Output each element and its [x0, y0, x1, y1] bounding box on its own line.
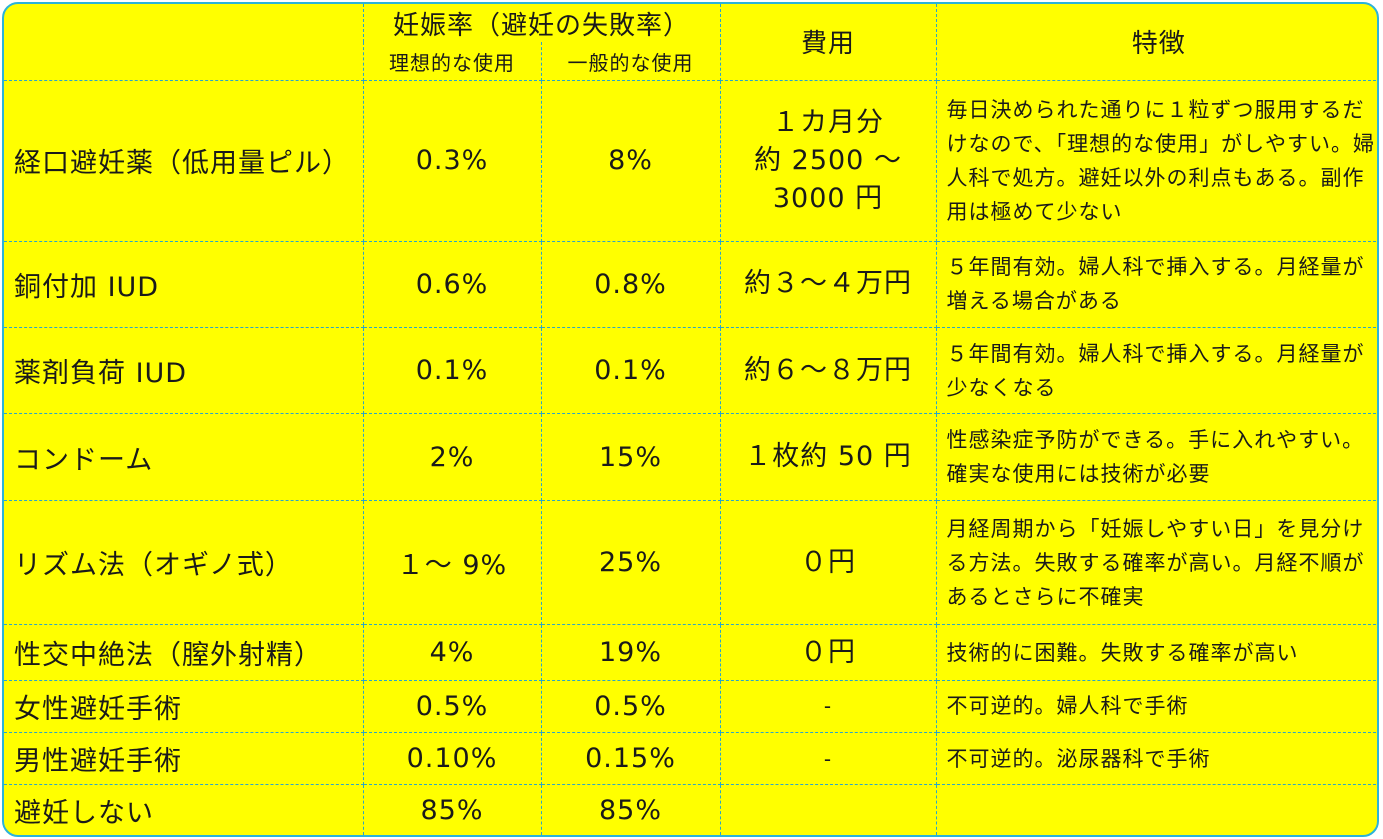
features-text: 技術的に困難。失敗する確率が高い	[935, 624, 1377, 681]
typical-use-rate: 19%	[540, 624, 721, 681]
table-row: 男性避妊手術 0.10% 0.15% - 不可逆的。泌尿器科で手術	[4, 731, 1377, 786]
features-text: 月経周期から「妊娠しやすい日」を見分ける方法。失敗する確率が高い。月経不順がある…	[935, 499, 1377, 626]
ideal-use-rate: 85%	[362, 784, 542, 835]
method-name: 男性避妊手術	[4, 731, 364, 786]
ideal-use-rate: 0.6%	[362, 240, 542, 329]
table-row: リズム法（オギノ式） １〜 9% 25% ０円 月経周期から「妊娠しやすい日」を…	[4, 499, 1377, 626]
method-name: 性交中絶法（膣外射精）	[4, 624, 364, 681]
cost-value: ０円	[719, 499, 937, 626]
table-row: 避妊しない 85% 85%	[4, 784, 1377, 835]
ideal-use-rate: 0.1%	[362, 327, 542, 415]
table-row: 銅付加 IUD 0.6% 0.8% 約３〜４万円 ５年間有効。婦人科で挿入する。…	[4, 240, 1377, 329]
features-text	[935, 784, 1377, 835]
method-name: 銅付加 IUD	[4, 240, 364, 329]
features-text: 不可逆的。泌尿器科で手術	[935, 731, 1377, 786]
header-cost: 費用	[719, 4, 937, 81]
typical-use-rate: 25%	[540, 499, 721, 626]
features-text: ５年間有効。婦人科で挿入する。月経量が少なくなる	[935, 327, 1377, 415]
header-features: 特徴	[935, 4, 1377, 81]
header-method-cell	[4, 4, 364, 81]
method-name: 女性避妊手術	[4, 679, 364, 733]
header-typical-use: 一般的な使用	[540, 42, 721, 81]
typical-use-rate: 0.8%	[540, 240, 721, 329]
header-pregnancy-rate: 妊娠率（避妊の失敗率）	[362, 4, 721, 43]
table-row: 経口避妊薬（低用量ピル） 0.3% 8% １カ月分 約 2500 〜 3000 …	[4, 79, 1377, 242]
features-text: ５年間有効。婦人科で挿入する。月経量が増える場合がある	[935, 240, 1377, 329]
header-ideal-use: 理想的な使用	[363, 42, 542, 81]
method-name: 薬剤負荷 IUD	[4, 327, 364, 415]
typical-use-rate: 85%	[540, 784, 721, 835]
ideal-use-rate: 0.10%	[362, 731, 542, 786]
typical-use-rate: 0.5%	[540, 679, 721, 733]
ideal-use-rate: 0.3%	[362, 79, 542, 242]
typical-use-rate: 0.1%	[540, 327, 721, 415]
method-name: コンドーム	[4, 413, 364, 501]
typical-use-rate: 0.15%	[540, 731, 721, 786]
cost-value: 約３〜４万円	[719, 240, 937, 329]
cost-value	[719, 784, 937, 835]
table-row: 薬剤負荷 IUD 0.1% 0.1% 約６〜８万円 ５年間有効。婦人科で挿入する…	[4, 327, 1377, 415]
ideal-use-rate: 2%	[362, 413, 542, 501]
table-row: 性交中絶法（膣外射精） 4% 19% ０円 技術的に困難。失敗する確率が高い	[4, 624, 1377, 681]
table-row: コンドーム 2% 15% １枚約 50 円 性感染症予防ができる。手に入れやすい…	[4, 413, 1377, 501]
table-row: 女性避妊手術 0.5% 0.5% - 不可逆的。婦人科で手術	[4, 679, 1377, 733]
cost-value: -	[719, 679, 937, 733]
cost-value: 約６〜８万円	[719, 327, 937, 415]
features-text: 毎日決められた通りに１粒ずつ服用するだけなので、「理想的な使用」がしやすい。婦人…	[935, 79, 1377, 242]
ideal-use-rate: 4%	[362, 624, 542, 681]
typical-use-rate: 15%	[540, 413, 721, 501]
features-text: 性感染症予防ができる。手に入れやすい。確実な使用には技術が必要	[935, 413, 1377, 501]
header-row-2: 理想的な使用 一般的な使用	[4, 42, 1377, 81]
ideal-use-rate: １〜 9%	[362, 499, 542, 626]
cost-value: １カ月分 約 2500 〜 3000 円	[719, 79, 937, 242]
features-text: 不可逆的。婦人科で手術	[935, 679, 1377, 733]
cost-value: ０円	[719, 624, 937, 681]
cost-value: １枚約 50 円	[719, 413, 937, 501]
header-row-1: 妊娠率（避妊の失敗率） 費用 特徴	[4, 4, 1377, 81]
typical-use-rate: 8%	[540, 79, 721, 242]
contraception-table: 妊娠率（避妊の失敗率） 費用 特徴 理想的な使用 一般的な使用 経口避妊薬（低用…	[4, 4, 1377, 835]
method-name: リズム法（オギノ式）	[4, 499, 364, 626]
cost-value: -	[719, 731, 937, 786]
ideal-use-rate: 0.5%	[362, 679, 542, 733]
method-name: 経口避妊薬（低用量ピル）	[4, 79, 364, 242]
method-name: 避妊しない	[4, 784, 364, 835]
